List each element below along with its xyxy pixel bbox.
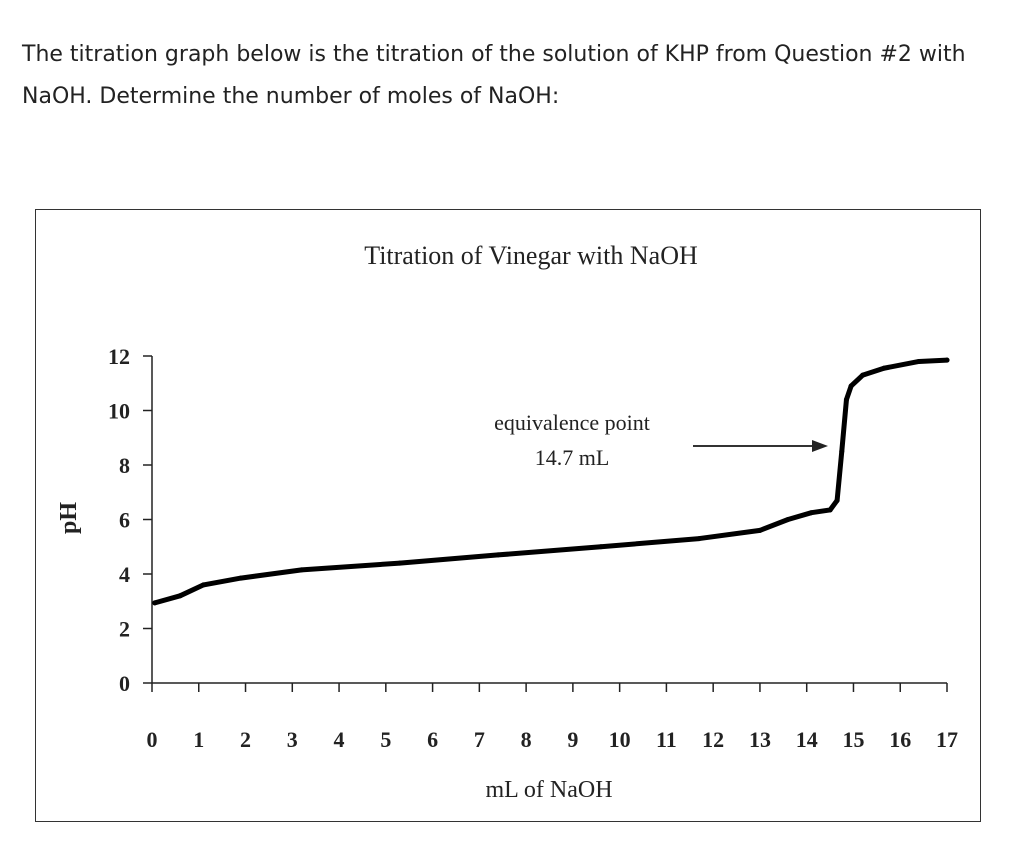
question-text: The titration graph below is the titrati… [22,42,966,109]
x-tick-label: 6 [427,727,438,752]
y-tick-label: 0 [119,671,130,696]
y-axis-label: pH [56,502,82,534]
data-point [238,575,244,581]
x-tick-label: 14 [796,727,818,752]
data-point [397,560,403,566]
y-tick-label: 2 [119,617,130,642]
data-point [495,552,501,558]
data-point [848,383,854,389]
y-tick-label: 8 [119,453,130,478]
data-point [757,527,763,533]
annotation-label: equivalence point [494,410,650,435]
data-point [808,510,814,516]
x-tick-label: 7 [474,727,485,752]
data-point [598,544,604,550]
x-tick-label: 13 [749,727,771,752]
data-point [152,600,158,606]
x-tick-label: 17 [936,727,958,752]
y-tick-label: 4 [119,562,130,587]
annotation-arrow-head-icon [812,440,828,452]
data-point [177,593,183,599]
y-tick-label: 12 [108,344,130,369]
data-point [200,582,206,588]
data-point [785,517,791,522]
x-tick-label: 3 [287,727,298,752]
x-tick-label: 0 [147,727,158,752]
x-axis-label: mL of NaOH [485,777,612,803]
y-tick-label: 6 [119,508,130,533]
x-tick-label: 12 [702,727,724,752]
x-tick-label: 11 [656,727,677,752]
x-tick-label: 15 [842,727,864,752]
data-point [944,357,950,363]
x-tick-label: 10 [609,727,631,752]
x-tick-label: 2 [240,727,251,752]
titration-curve [152,357,950,606]
data-point [834,497,840,503]
x-tick-label: 1 [193,727,204,752]
chart-frame [35,209,981,822]
x-tick-label: 5 [380,727,391,752]
x-tick-label: 4 [334,727,345,752]
data-point [696,536,702,542]
data-point [881,365,887,371]
data-point [916,358,922,364]
data-point [839,448,845,454]
data-point [299,567,305,573]
x-tick-label: 8 [521,727,532,752]
annotation-value: 14.7 mL [535,445,610,470]
y-tick-label: 10 [108,399,130,424]
x-tick-label: 9 [567,727,578,752]
data-point [860,372,866,378]
chart-title: Titration of Vinegar with NaOH [364,241,698,270]
data-point [843,397,849,403]
data-point [827,507,833,513]
x-tick-label: 16 [889,727,911,752]
